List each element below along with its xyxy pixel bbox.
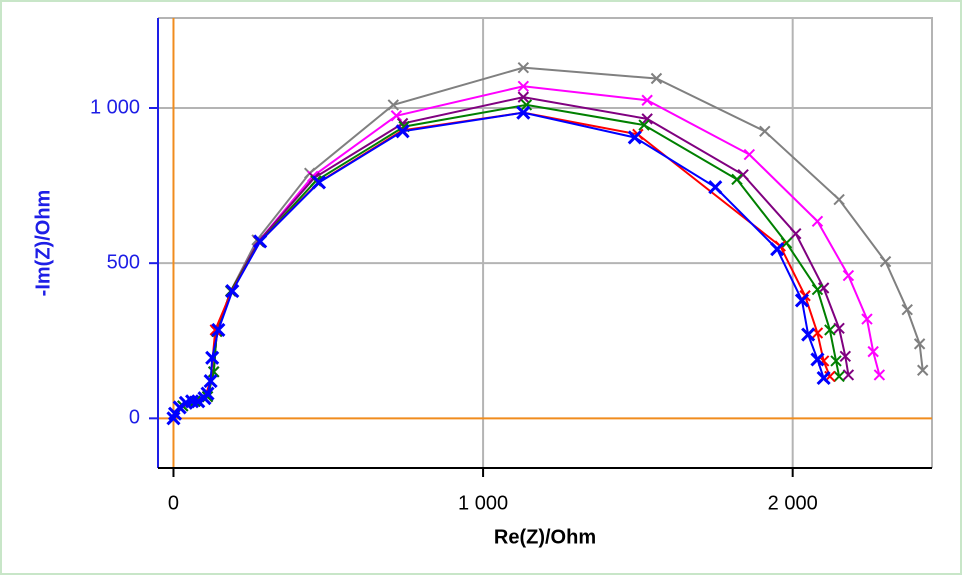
plot-border: [158, 17, 933, 468]
y-tick-label: 500: [107, 251, 140, 273]
point-marker: [759, 125, 771, 137]
point-marker: [901, 304, 913, 316]
point-marker: [867, 345, 879, 358]
x-tick-label: 2 000: [768, 492, 818, 514]
point-marker: [641, 113, 653, 125]
point-marker: [830, 355, 842, 367]
point-marker: [205, 350, 220, 365]
point-marker: [200, 386, 215, 401]
point-marker: [824, 324, 836, 336]
point-marker: [811, 215, 824, 227]
point-marker: [737, 169, 749, 181]
point-marker: [790, 227, 802, 240]
point-marker: [743, 148, 756, 161]
point-marker: [517, 80, 530, 92]
point-marker: [516, 105, 531, 120]
point-marker: [650, 72, 663, 85]
point-marker: [917, 364, 929, 376]
point-marker: [638, 119, 650, 131]
point-marker: [731, 173, 743, 186]
point-marker: [794, 293, 810, 308]
point-marker: [810, 352, 825, 367]
point-marker: [842, 369, 855, 381]
point-marker: [833, 193, 845, 206]
point-marker: [390, 110, 403, 122]
point-marker: [811, 283, 824, 296]
x-tick-label: 1 000: [458, 492, 508, 514]
point-marker: [913, 338, 926, 350]
point-marker: [770, 242, 785, 257]
point-marker: [641, 94, 653, 106]
y-tick-label: 0: [129, 407, 140, 429]
y-tick-label: 1 000: [90, 96, 140, 118]
point-marker: [387, 99, 400, 111]
point-marker: [225, 284, 240, 299]
point-marker: [517, 61, 530, 74]
point-marker: [517, 91, 530, 103]
point-marker: [839, 350, 852, 362]
point-marker: [395, 124, 410, 139]
point-marker: [708, 180, 723, 195]
point-marker: [801, 327, 816, 342]
point-marker: [311, 175, 327, 190]
point-marker: [842, 269, 855, 282]
x-tick-label: 0: [168, 492, 179, 514]
point-marker: [203, 374, 218, 389]
point-marker: [833, 370, 845, 383]
point-marker: [627, 130, 642, 145]
point-marker: [780, 237, 793, 249]
point-marker: [879, 255, 892, 268]
point-marker: [833, 322, 845, 335]
y-axis-label: -Im(Z)/Ohm: [32, 190, 54, 297]
point-marker: [861, 313, 873, 325]
x-axis-label: Re(Z)/Ohm: [494, 526, 596, 548]
point-marker: [253, 234, 268, 249]
point-marker: [816, 370, 831, 386]
point-marker: [211, 322, 226, 337]
point-marker: [873, 369, 886, 381]
